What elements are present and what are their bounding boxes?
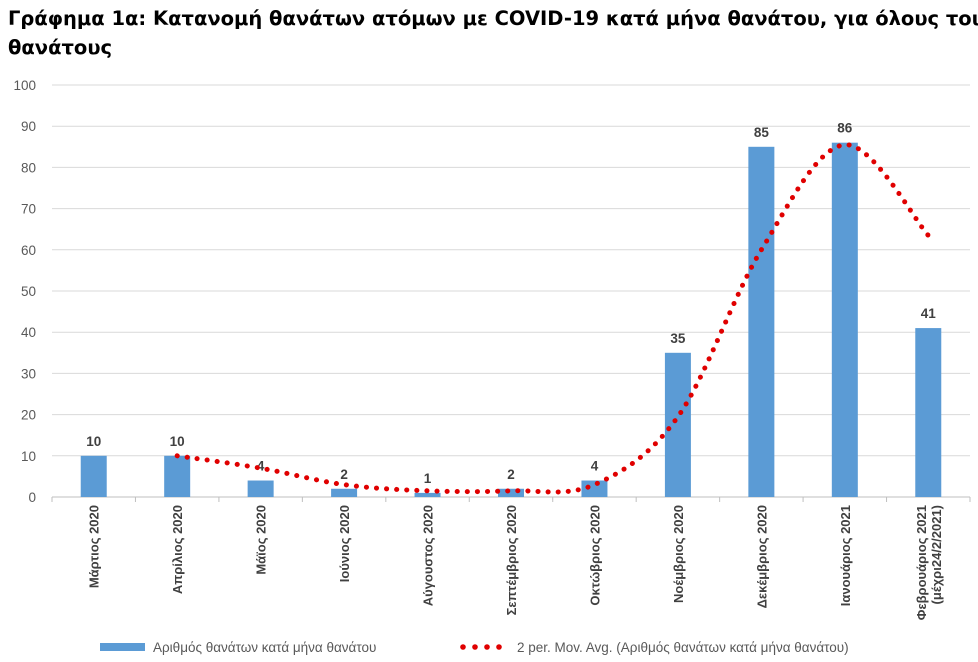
svg-text:Δεκέμβριος 2020: Δεκέμβριος 2020 xyxy=(754,505,769,608)
x-tick-label: Φεβρουάριος 2021(μέχρι24/2/2021) xyxy=(914,505,944,620)
data-label: 86 xyxy=(837,121,853,136)
x-tick-label: Μάρτιος 2020 xyxy=(87,505,102,588)
data-label: 2 xyxy=(507,467,515,482)
bar xyxy=(498,488,524,497)
svg-text:Νοέμβριος 2020: Νοέμβριος 2020 xyxy=(671,505,686,603)
bar xyxy=(164,455,191,497)
data-label: 10 xyxy=(86,434,101,449)
svg-text:Ιούνιος 2020: Ιούνιος 2020 xyxy=(337,505,352,582)
legend-dot xyxy=(484,644,490,650)
x-tick-label: Ιούνιος 2020 xyxy=(337,505,352,582)
y-tick-label: 40 xyxy=(21,325,36,340)
legend-label-bars: Αριθμός θανάτων κατά μήνα θανάτου xyxy=(153,640,376,655)
svg-text:Ιανουάριος 2021: Ιανουάριος 2021 xyxy=(838,505,853,606)
x-tick-label: Μάϊος 2020 xyxy=(254,505,269,575)
y-tick-label: 0 xyxy=(28,490,36,505)
bar xyxy=(247,480,274,497)
moving-average-line xyxy=(174,142,931,495)
svg-text:Φεβρουάριος 2021(μέχρι24/2/202: Φεβρουάριος 2021(μέχρι24/2/2021) xyxy=(914,505,944,620)
y-tick-label: 30 xyxy=(21,366,36,381)
y-tick-label: 60 xyxy=(21,243,36,258)
bar xyxy=(915,328,942,497)
bar xyxy=(581,480,608,497)
bar xyxy=(331,488,358,497)
x-tick-label: Οκτώβριος 2020 xyxy=(587,505,602,606)
legend-bar-swatch xyxy=(100,643,145,651)
y-tick-label: 70 xyxy=(21,202,36,217)
data-label: 2 xyxy=(340,467,348,482)
legend-dot xyxy=(460,644,466,650)
data-label: 41 xyxy=(921,306,937,321)
y-tick-label: 50 xyxy=(21,284,36,299)
y-tick-label: 80 xyxy=(21,160,36,175)
x-tick-label: Δεκέμβριος 2020 xyxy=(754,505,769,608)
y-tick-label: 90 xyxy=(21,119,36,134)
bar xyxy=(414,492,441,497)
svg-text:Μάϊος 2020: Μάϊος 2020 xyxy=(254,505,269,575)
x-tick-label: Αύγουστος 2020 xyxy=(421,505,436,606)
svg-text:Σεπτέμβριος 2020: Σεπτέμβριος 2020 xyxy=(504,505,519,615)
svg-text:Οκτώβριος 2020: Οκτώβριος 2020 xyxy=(587,505,602,606)
svg-text:Μάρτιος 2020: Μάρτιος 2020 xyxy=(87,505,102,588)
bar xyxy=(80,455,107,497)
data-label: 4 xyxy=(257,459,265,474)
data-label: 1 xyxy=(424,471,432,486)
x-tick-label: Σεπτέμβριος 2020 xyxy=(504,505,519,615)
bar xyxy=(748,146,775,498)
data-label: 10 xyxy=(170,434,185,449)
y-tick-label: 10 xyxy=(21,449,36,464)
svg-text:Αύγουστος 2020: Αύγουστος 2020 xyxy=(421,505,436,606)
bar xyxy=(831,142,858,497)
legend-dot xyxy=(472,644,478,650)
data-label: 4 xyxy=(591,459,599,474)
y-tick-label: 100 xyxy=(13,78,36,93)
x-tick-label: Απρίλιος 2020 xyxy=(170,505,185,594)
x-tick-label: Νοέμβριος 2020 xyxy=(671,505,686,603)
data-label: 35 xyxy=(670,331,686,346)
data-label: 85 xyxy=(754,125,770,140)
y-tick-label: 20 xyxy=(21,408,36,423)
chart-title: Γράφημα 1α: Κατανομή θανάτων ατόμων με C… xyxy=(8,7,978,59)
legend-dot xyxy=(496,644,502,650)
legend-label-moving-average: 2 per. Mov. Avg. (Αριθμός θανάτων κατά μ… xyxy=(517,640,849,655)
svg-text:Απρίλιος 2020: Απρίλιος 2020 xyxy=(170,505,185,594)
x-tick-label: Ιανουάριος 2021 xyxy=(838,505,853,606)
bar xyxy=(664,352,691,497)
